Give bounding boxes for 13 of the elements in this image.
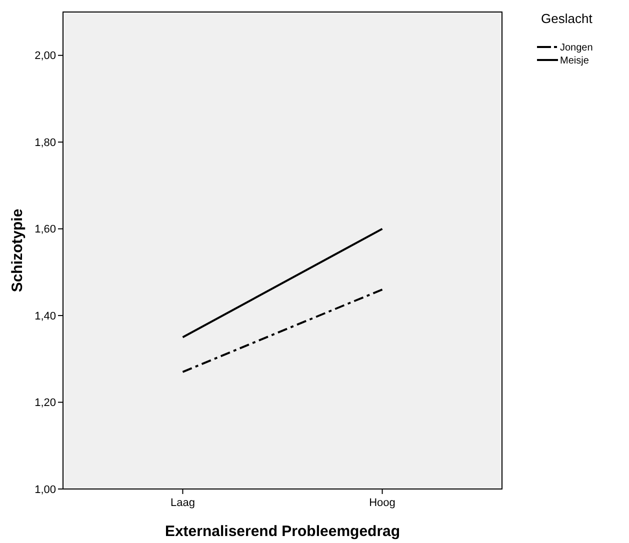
y-axis-title: Schizotypie [9, 208, 26, 292]
legend-title: Geslacht [541, 11, 593, 26]
y-tick-label: 1,40 [34, 310, 56, 322]
legend-label: Jongen [560, 42, 593, 54]
y-tick-label: 1,80 [34, 136, 56, 149]
x-tick-label: Hoog [369, 497, 396, 509]
x-tick-label: Laag [170, 497, 195, 509]
x-axis-title: Externaliserend Probleemgedrag [164, 523, 400, 540]
y-tick-label: 1,00 [34, 484, 56, 496]
y-tick-label: 1,20 [34, 397, 56, 410]
y-tick-label: 2,00 [34, 50, 56, 62]
legend-label: Meisje [560, 56, 590, 66]
y-tick-label: 1,60 [34, 224, 56, 236]
